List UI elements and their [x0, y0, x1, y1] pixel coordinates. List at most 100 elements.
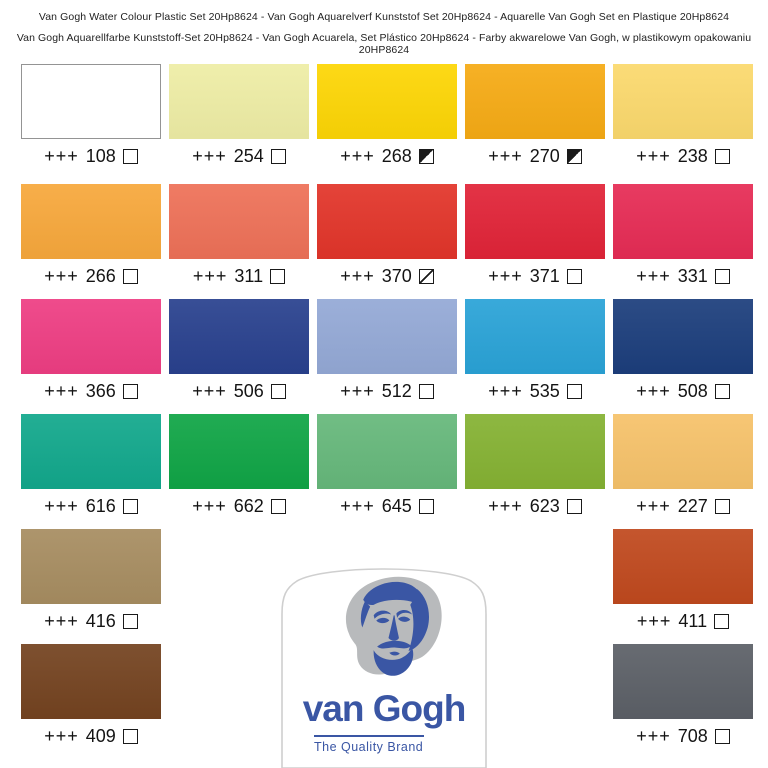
swatch-cell-411: +++ 411: [613, 529, 753, 631]
brand-wordmark: van Gogh: [302, 688, 467, 729]
brand-underline: [314, 735, 424, 737]
swatch-cell-616: +++ 616: [21, 414, 161, 516]
color-code: 409: [85, 725, 116, 746]
swatch-cell-708: +++ 708: [613, 644, 753, 746]
lightfastness-marks: +++: [44, 725, 79, 746]
swatch-label: +++ 623: [465, 496, 605, 516]
swatch-cell-508: +++ 508: [613, 299, 753, 401]
transparency-box-icon: [714, 268, 730, 284]
color-code: 616: [85, 495, 116, 516]
color-code: 411: [678, 610, 708, 631]
swatch-cell-270: +++ 270: [465, 64, 605, 166]
swatch-cell-662: +++ 662: [169, 414, 309, 516]
transparency-box-icon: [122, 728, 138, 744]
lightfastness-marks: +++: [636, 495, 671, 516]
transparency-box-icon: [714, 728, 730, 744]
van-gogh-portrait-icon: [345, 576, 442, 676]
swatch-cell-366: +++ 366: [21, 299, 161, 401]
color-code: 512: [381, 380, 412, 401]
color-code: 108: [85, 145, 116, 166]
swatch-label: +++ 506: [169, 381, 309, 401]
swatch-cell-645: +++ 645: [317, 414, 457, 516]
color-code: 227: [677, 495, 708, 516]
color-swatch: [169, 414, 309, 489]
swatch-cell-254: +++ 254: [169, 64, 309, 166]
color-code: 370: [381, 265, 412, 286]
color-code: 366: [85, 380, 116, 401]
color-code: 254: [233, 145, 264, 166]
swatch-cell-311: +++ 311: [169, 184, 309, 286]
swatch-label: +++ 645: [317, 496, 457, 516]
lightfastness-marks: +++: [44, 145, 79, 166]
brand-tagline: The Quality Brand: [314, 740, 424, 754]
color-code: 331: [677, 265, 708, 286]
swatch-label: +++ 311: [169, 266, 309, 286]
transparency-box-icon: [418, 148, 434, 164]
swatch-cell-506: +++ 506: [169, 299, 309, 401]
swatch-label: +++ 508: [613, 381, 753, 401]
color-code: 268: [381, 145, 412, 166]
swatch-cell-535: +++ 535: [465, 299, 605, 401]
color-swatch: [21, 644, 161, 719]
transparency-box-icon: [714, 613, 730, 629]
color-code: 645: [381, 495, 412, 516]
color-swatch: [169, 64, 309, 139]
color-swatch: [21, 64, 161, 139]
lightfastness-marks: +++: [44, 495, 79, 516]
swatch-cell-266: +++ 266: [21, 184, 161, 286]
swatch-label: +++ 708: [613, 726, 753, 746]
color-swatch: [613, 414, 753, 489]
transparency-box-icon: [122, 148, 138, 164]
swatch-label: +++ 366: [21, 381, 161, 401]
lightfastness-marks: +++: [488, 145, 523, 166]
swatch-cell-370: +++ 370: [317, 184, 457, 286]
transparency-box-icon: [714, 498, 730, 514]
transparency-box-icon: [418, 383, 434, 399]
color-swatch: [21, 184, 161, 259]
lightfastness-marks: +++: [488, 265, 523, 286]
transparency-box-icon: [418, 498, 434, 514]
swatch-cell-108: +++ 108: [21, 64, 161, 166]
swatch-cell-512: +++ 512: [317, 299, 457, 401]
color-swatch: [613, 299, 753, 374]
lightfastness-marks: +++: [340, 265, 375, 286]
color-code: 311: [234, 265, 264, 286]
lightfastness-marks: +++: [636, 725, 671, 746]
color-code: 535: [529, 380, 560, 401]
color-swatch: [465, 414, 605, 489]
transparency-box-icon: [270, 268, 286, 284]
swatch-label: +++ 266: [21, 266, 161, 286]
lightfastness-marks: +++: [488, 495, 523, 516]
transparency-box-icon: [270, 148, 286, 164]
color-swatch: [613, 184, 753, 259]
van-gogh-logo: van Gogh The Quality Brand: [281, 558, 487, 768]
color-code: 238: [677, 145, 708, 166]
swatch-cell-238: +++ 238: [613, 64, 753, 166]
lightfastness-marks: +++: [44, 380, 79, 401]
color-code: 508: [677, 380, 708, 401]
transparency-box-icon: [122, 383, 138, 399]
transparency-box-icon: [122, 613, 138, 629]
lightfastness-marks: +++: [636, 145, 671, 166]
transparency-box-icon: [122, 268, 138, 284]
color-code: 416: [85, 610, 116, 631]
lightfastness-marks: +++: [636, 610, 672, 631]
swatch-cell-371: +++ 371: [465, 184, 605, 286]
swatch-cell-227: +++ 227: [613, 414, 753, 516]
lightfastness-marks: +++: [340, 145, 375, 166]
swatch-label: +++ 512: [317, 381, 457, 401]
color-swatch: [21, 299, 161, 374]
lightfastness-marks: +++: [636, 265, 671, 286]
transparency-box-icon: [270, 383, 286, 399]
swatch-label: +++ 370: [317, 266, 457, 286]
lightfastness-marks: +++: [340, 380, 375, 401]
swatch-label: +++ 270: [465, 146, 605, 166]
color-swatch: [613, 64, 753, 139]
color-swatch: [21, 529, 161, 604]
color-swatch: [465, 64, 605, 139]
color-code: 266: [85, 265, 116, 286]
lightfastness-marks: +++: [192, 265, 228, 286]
color-code: 708: [677, 725, 708, 746]
color-swatch: [317, 184, 457, 259]
